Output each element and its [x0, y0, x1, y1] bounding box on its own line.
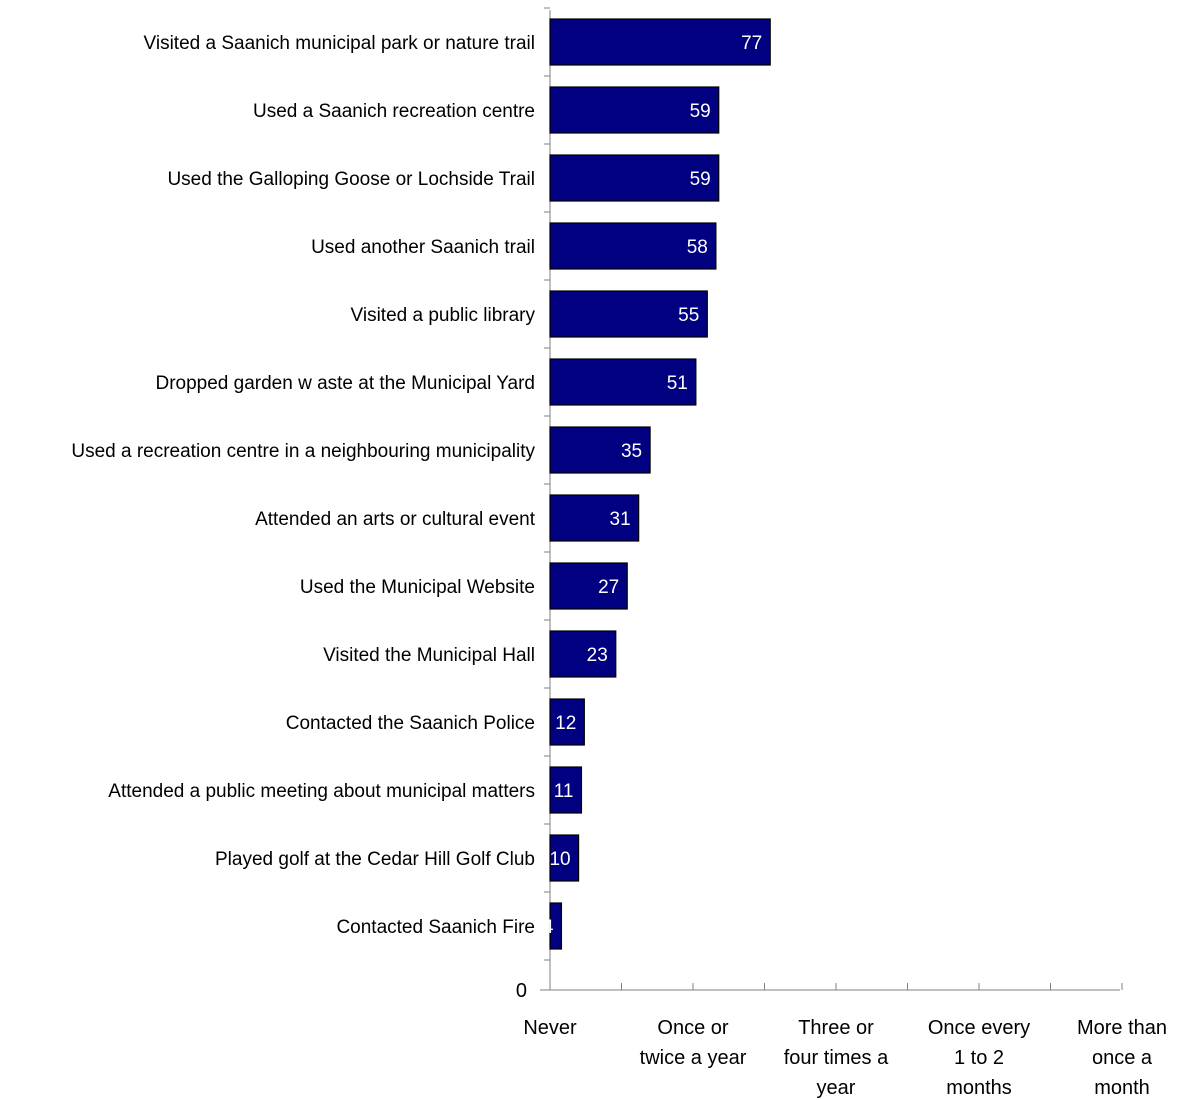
value-label: 27: [598, 577, 619, 598]
value-axis-tick-label: Never: [523, 1017, 577, 1039]
category-label: Used the Municipal Website: [300, 577, 535, 598]
bar: [549, 562, 628, 610]
value-label: 58: [687, 237, 708, 258]
bar: [549, 630, 617, 678]
bar: [549, 494, 640, 542]
bar: [549, 290, 708, 338]
value-axis-origin-label: 0: [516, 980, 527, 1002]
category-label: Played golf at the Cedar Hill Golf Club: [215, 849, 535, 870]
value-label: 59: [690, 169, 711, 190]
category-label: Dropped garden w aste at the Municipal Y…: [155, 373, 535, 394]
category-label: Attended a public meeting about municipa…: [108, 781, 535, 802]
category-label: Used the Galloping Goose or Lochside Tra…: [167, 169, 535, 190]
category-label: Contacted the Saanich Police: [286, 713, 535, 734]
value-label: 10: [549, 849, 570, 870]
value-label: 12: [555, 713, 576, 734]
category-label: Attended an arts or cultural event: [255, 509, 536, 530]
bar: [549, 222, 717, 270]
bars-group: Visited a Saanich municipal park or natu…: [71, 7, 771, 961]
bar: [549, 154, 720, 202]
value-axis-tick-label: Three or four times a year: [784, 1017, 889, 1099]
bar: [549, 834, 580, 882]
value-label: 77: [741, 33, 762, 54]
category-label: Used a Saanich recreation centre: [253, 101, 535, 122]
category-label: Used a recreation centre in a neighbouri…: [71, 441, 535, 462]
value-label: 51: [667, 373, 688, 394]
bar: [549, 358, 697, 406]
bar: [549, 902, 563, 950]
bar: [549, 426, 651, 474]
bar: [549, 766, 583, 814]
value-label: 31: [610, 509, 631, 530]
value-label: 23: [587, 645, 608, 666]
value-axis-tick-label: More than once a month: [1077, 1017, 1167, 1099]
value-label: 35: [621, 441, 642, 462]
bar: [549, 18, 771, 66]
value-label: 55: [678, 305, 699, 326]
ticks-group: Never Once or twice a year Three or four tim…: [523, 983, 1167, 1099]
value-axis-tick-label: Once every 1 to 2 months: [928, 1017, 1030, 1099]
category-label: Visited a public library: [351, 305, 536, 326]
bar: [549, 698, 585, 746]
bar: [549, 86, 720, 134]
category-label: Visited a Saanich municipal park or natu…: [144, 33, 535, 54]
category-label: Used another Saanich trail: [311, 237, 535, 258]
value-label: 59: [690, 101, 711, 122]
category-label: Contacted Saanich Fire: [336, 917, 535, 938]
value-axis-tick-label: Once or twice a year: [640, 1017, 747, 1069]
category-label: Visited the Municipal Hall: [323, 645, 535, 666]
value-label: 4: [543, 917, 554, 938]
value-label: 11: [554, 781, 574, 802]
